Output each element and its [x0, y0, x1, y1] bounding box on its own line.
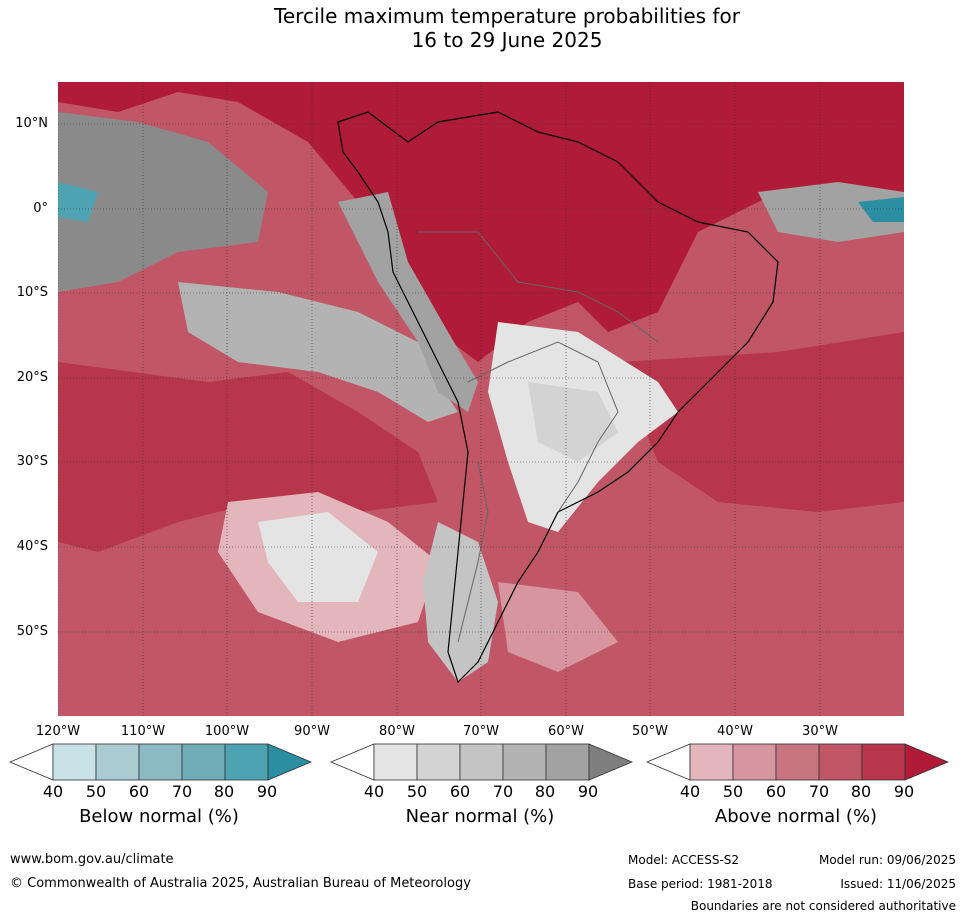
- legend-color-box: [224, 743, 269, 781]
- legend-color-box: [818, 743, 863, 781]
- model-name: Model: ACCESS-S2: [628, 853, 740, 867]
- legend-color-box: [181, 743, 226, 781]
- legend-tick: 50: [722, 782, 744, 801]
- legend-color-box: [138, 743, 183, 781]
- legend-tick: 80: [213, 782, 235, 801]
- legend-color-box: [689, 743, 734, 781]
- lon-label-50w: 50°W: [632, 724, 668, 739]
- legend-color-box: [373, 743, 418, 781]
- lon-label-120w: 120°W: [35, 724, 81, 739]
- below-normal-patch-west: [58, 182, 98, 222]
- legend-below-normal-bar: [8, 743, 313, 781]
- legend-tick: 60: [128, 782, 150, 801]
- legend-above-normal: [645, 743, 950, 781]
- legend-tick: 40: [42, 782, 64, 801]
- above-south-atlantic: [618, 332, 904, 512]
- legend-tick: 60: [449, 782, 471, 801]
- legend-below-title: Below normal (%): [79, 806, 239, 827]
- model-run-date: Model run: 09/06/2025: [818, 853, 956, 867]
- legend-min-arrow: [329, 743, 375, 781]
- legend-min-arrow: [8, 743, 54, 781]
- lon-label-30w: 30°W: [802, 724, 838, 739]
- lat-label-40s: 40°S: [16, 539, 48, 554]
- legend-tick: 90: [893, 782, 915, 801]
- title-line-2: 16 to 29 June 2025: [411, 28, 603, 52]
- disclaimer: Boundaries are not considered authoritat…: [690, 899, 956, 913]
- legend-tick: 80: [850, 782, 872, 801]
- lat-label-10n: 10°N: [15, 116, 48, 131]
- lon-label-60w: 60°W: [548, 724, 584, 739]
- legend-color-box: [95, 743, 140, 781]
- near-normal-pacific-north: [58, 112, 268, 292]
- chile-argentina-border: [457, 461, 489, 643]
- base-period: Base period: 1981-2018: [628, 877, 773, 891]
- legend-tick: 80: [534, 782, 556, 801]
- legend-max-arrow: [588, 743, 634, 781]
- legend-tick: 40: [679, 782, 701, 801]
- legend-tick: 60: [765, 782, 787, 801]
- legend-near-normal: [329, 743, 634, 781]
- legend-max-arrow: [267, 743, 313, 781]
- near-normal-patagonia: [423, 522, 498, 682]
- lon-label-110w: 110°W: [120, 724, 166, 739]
- legend-above-title: Above normal (%): [714, 806, 878, 827]
- legend-tick: 90: [256, 782, 278, 801]
- legend-color-box: [861, 743, 906, 781]
- legend-tick: 70: [808, 782, 830, 801]
- lon-label-80w: 80°W: [379, 724, 415, 739]
- legend-color-box: [502, 743, 547, 781]
- chart-title: Tercile maximum temperature probabilitie…: [0, 4, 965, 52]
- legend-tick: 40: [363, 782, 385, 801]
- legend-tick: 70: [492, 782, 514, 801]
- legend-above-normal-bar: [645, 743, 950, 781]
- lon-label-40w: 40°W: [717, 724, 753, 739]
- lat-label-10s: 10°S: [16, 285, 48, 300]
- legend-max-arrow: [904, 743, 950, 781]
- near-normal-atlantic: [758, 182, 904, 242]
- lon-label-70w: 70°W: [463, 724, 499, 739]
- copyright-text: © Commonwealth of Australia 2025, Austra…: [10, 876, 471, 891]
- issued-date: Issued: 11/06/2025: [840, 877, 956, 891]
- lon-label-100w: 100°W: [204, 724, 250, 739]
- weak-above-argentine-shelf: [498, 582, 618, 672]
- legend-tick: 50: [406, 782, 428, 801]
- probability-map: [58, 82, 904, 716]
- map-canvas: [58, 82, 904, 716]
- legend-below-normal: [8, 743, 313, 781]
- website-link[interactable]: www.bom.gov.au/climate: [10, 852, 174, 867]
- lon-label-90w: 90°W: [294, 724, 330, 739]
- legend-min-arrow: [645, 743, 691, 781]
- country-borders-north: [418, 231, 659, 343]
- strong-above-north: [58, 82, 904, 362]
- legend-tick: 50: [85, 782, 107, 801]
- near-normal-south-pacific: [258, 512, 378, 602]
- title-line-1: Tercile maximum temperature probabilitie…: [274, 4, 740, 28]
- graticule: [58, 82, 904, 716]
- legend-near-normal-bar: [329, 743, 634, 781]
- below-normal-atlantic: [858, 197, 904, 222]
- lat-label-30s: 30°S: [16, 454, 48, 469]
- legend-color-box: [416, 743, 461, 781]
- legend-color-box: [732, 743, 777, 781]
- legend-color-box: [775, 743, 820, 781]
- near-normal-pacific-band: [178, 282, 458, 422]
- near-normal-chaco: [528, 382, 618, 462]
- lat-label-0: 0°: [33, 201, 48, 216]
- legend-color-box: [459, 743, 504, 781]
- legend-color-box: [52, 743, 97, 781]
- lat-label-20s: 20°S: [16, 370, 48, 385]
- lat-label-50s: 50°S: [16, 624, 48, 639]
- legend-color-box: [545, 743, 590, 781]
- country-borders-central: [467, 341, 619, 513]
- legend-tick: 70: [171, 782, 193, 801]
- legend-tick: 90: [577, 782, 599, 801]
- legend-near-title: Near normal (%): [405, 806, 555, 827]
